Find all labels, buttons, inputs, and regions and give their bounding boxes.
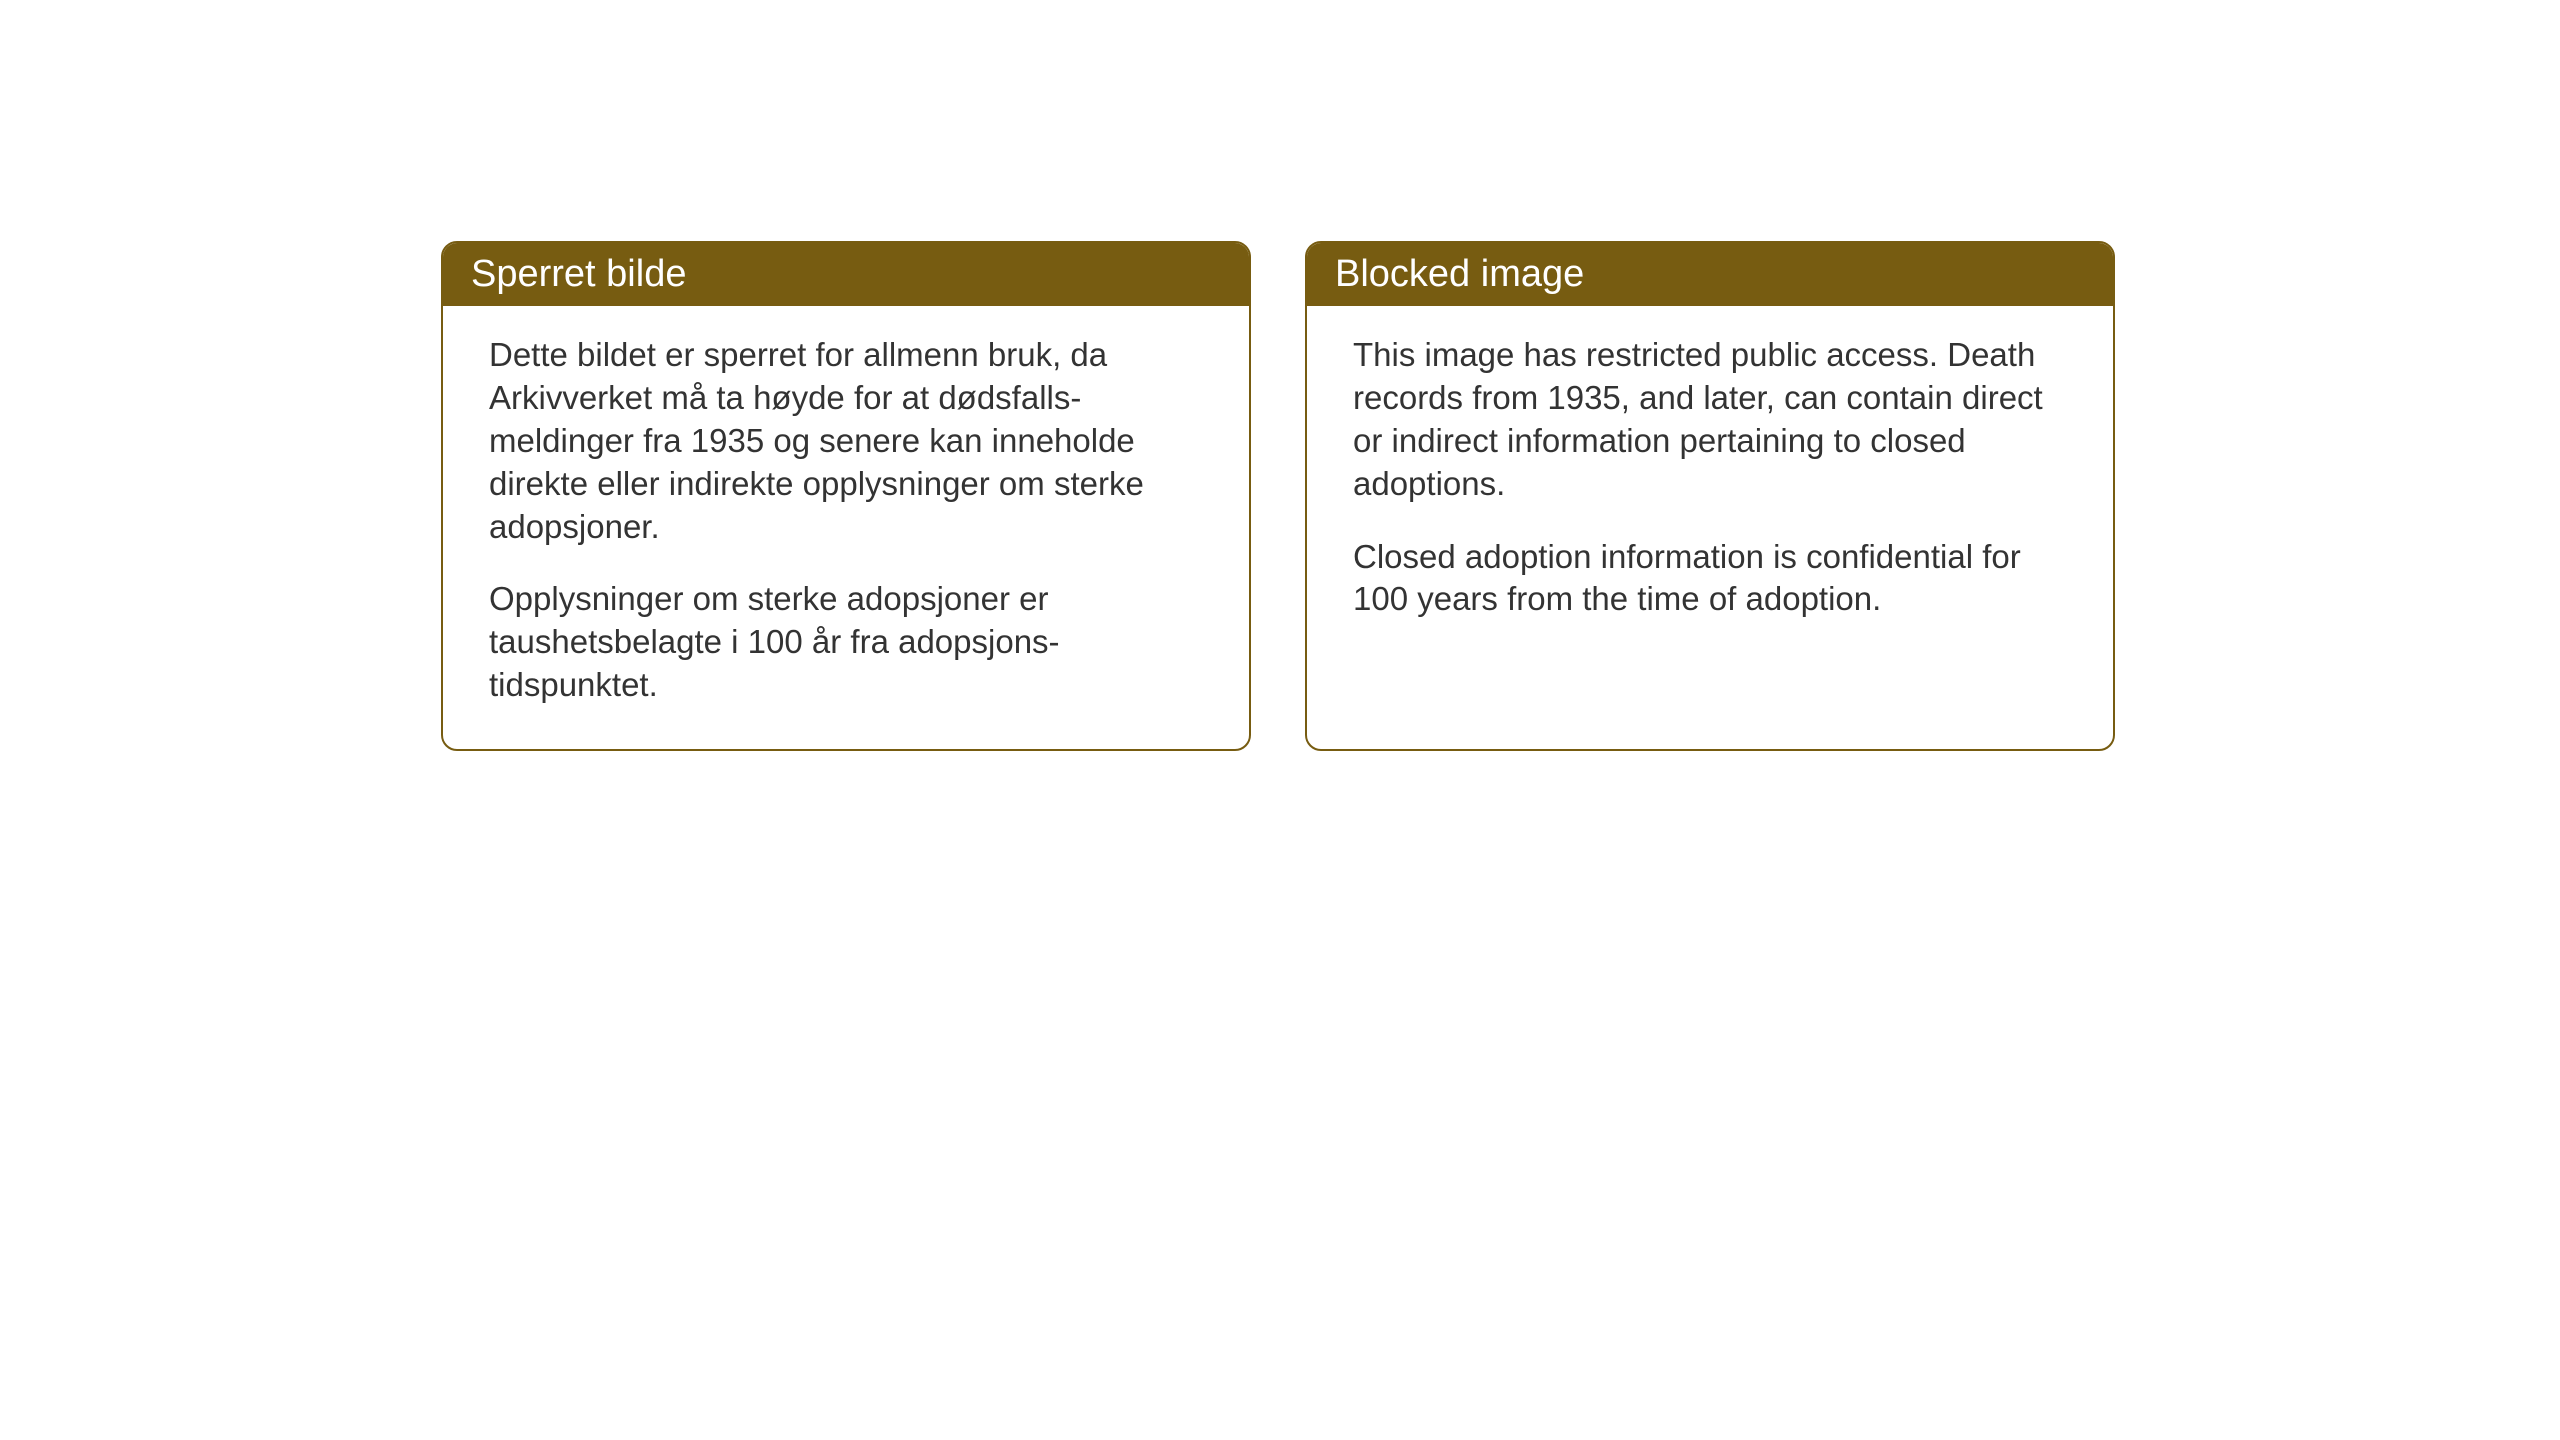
- card-title-norwegian: Sperret bilde: [471, 253, 686, 295]
- card-paragraph1-norwegian: Dette bildet er sperret for allmenn bruk…: [489, 334, 1203, 548]
- card-paragraph2-norwegian: Opplysninger om sterke adopsjoner er tau…: [489, 578, 1203, 707]
- card-header-english: Blocked image: [1307, 243, 2113, 306]
- notice-card-norwegian: Sperret bilde Dette bildet er sperret fo…: [441, 241, 1251, 751]
- card-paragraph1-english: This image has restricted public access.…: [1353, 334, 2067, 506]
- card-body-norwegian: Dette bildet er sperret for allmenn bruk…: [443, 306, 1249, 741]
- card-title-english: Blocked image: [1335, 253, 1584, 295]
- card-paragraph2-english: Closed adoption information is confident…: [1353, 536, 2067, 622]
- notice-cards-container: Sperret bilde Dette bildet er sperret fo…: [441, 241, 2115, 751]
- card-body-english: This image has restricted public access.…: [1307, 306, 2113, 655]
- notice-card-english: Blocked image This image has restricted …: [1305, 241, 2115, 751]
- card-header-norwegian: Sperret bilde: [443, 243, 1249, 306]
